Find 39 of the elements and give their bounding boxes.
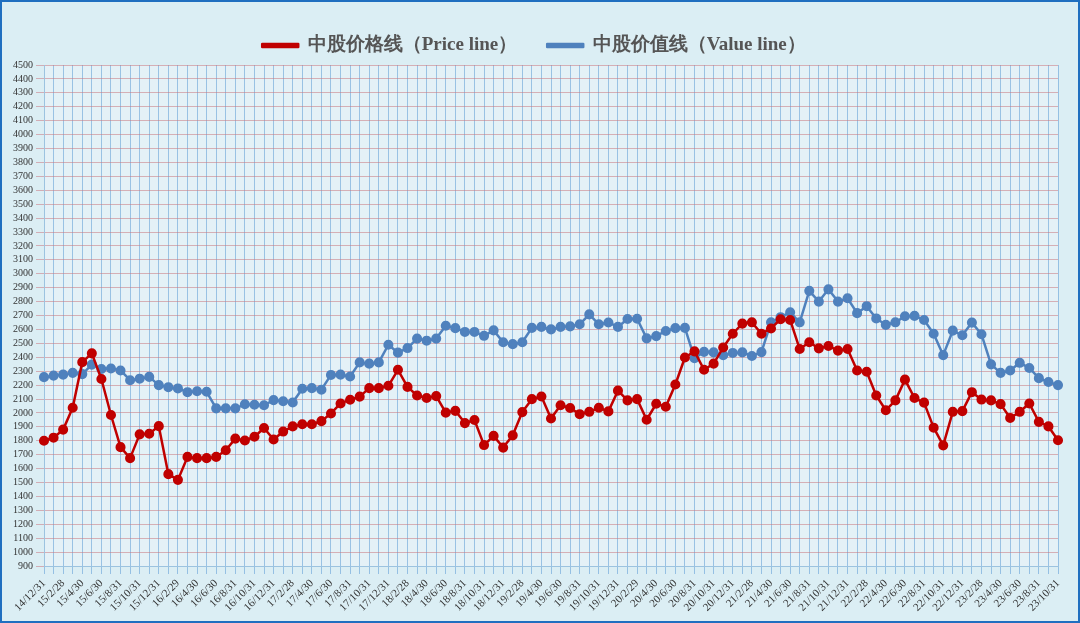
y-tick-label: 4200 [13,100,33,112]
y-tick-label: 3400 [13,211,33,223]
y-tick-label: 1200 [13,517,33,529]
y-tick-label: 4300 [13,86,33,98]
y-tick-label: 2000 [13,406,33,418]
y-tick-label: 1400 [13,490,33,502]
y-tick-label: 3200 [13,239,33,251]
y-tick-label: 4500 [13,58,33,70]
y-tick-label: 2400 [13,350,33,362]
y-tick-label: 1800 [13,434,33,446]
y-tick-label: 2500 [13,336,33,348]
y-tick-label: 2200 [13,378,33,390]
y-tick-label: 3600 [13,183,33,195]
y-tick-label: 1900 [13,420,33,432]
y-tick-label: 1600 [13,462,33,474]
y-tick-label: 1100 [13,531,33,543]
y-tick-label: 3900 [13,142,33,154]
y-tick-label: 3000 [13,267,33,279]
legend-label: 中股价值线（Value line） [592,33,806,55]
y-tick-label: 2100 [13,392,33,404]
y-tick-label: 2700 [13,309,33,321]
y-tick-label: 1000 [13,545,33,557]
y-tick-label: 1500 [13,476,33,488]
y-tick-label: 2300 [13,364,33,376]
y-tick-label: 3500 [13,197,33,209]
y-tick-label: 4100 [13,114,33,126]
y-tick-label: 3700 [13,169,33,181]
y-tick-label: 3300 [13,225,33,237]
y-tick-label: 2600 [13,323,33,335]
y-tick-label: 3100 [13,253,33,265]
y-tick-label: 900 [18,559,33,571]
y-tick-label: 4400 [13,72,33,84]
y-tick-label: 2900 [13,281,33,293]
y-tick-label: 3800 [13,156,33,168]
y-tick-label: 4000 [13,128,33,140]
legend-label: 中股价格线（Price line） [307,33,518,55]
y-tick-label: 1300 [13,503,33,515]
y-tick-label: 1700 [13,448,33,460]
y-tick-label: 2800 [13,295,33,307]
